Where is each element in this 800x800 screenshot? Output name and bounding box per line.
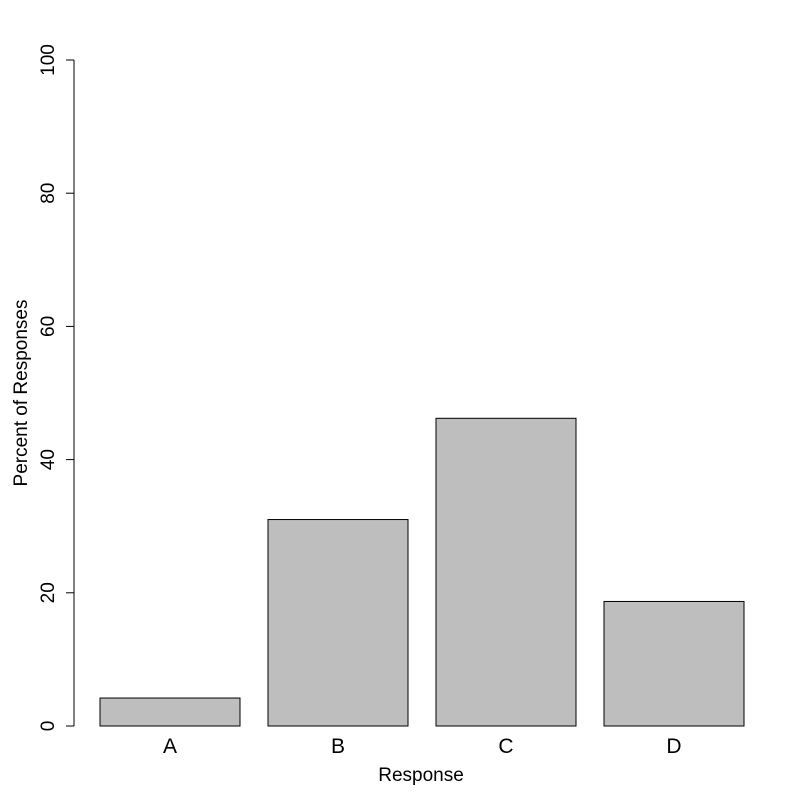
x-tick-label-B: B <box>331 735 345 758</box>
x-axis-title: Response <box>378 765 464 786</box>
y-tick-label-60: 60 <box>38 316 59 337</box>
y-tick-label-40: 40 <box>38 449 59 470</box>
y-tick-label-20: 20 <box>38 582 59 603</box>
x-tick-label-D: D <box>666 735 681 758</box>
y-tick-label-0: 0 <box>38 721 59 732</box>
x-axis-labels: A B C D <box>163 735 682 758</box>
y-tick-label-100: 100 <box>38 44 59 76</box>
x-tick-label-A: A <box>163 735 177 758</box>
y-tick-label-80: 80 <box>38 183 59 204</box>
y-axis-ticks: 0 20 40 60 80 100 <box>38 44 74 731</box>
bar-D <box>603 600 745 727</box>
bars-layer <box>99 417 745 727</box>
bar-B <box>267 519 409 727</box>
y-axis-title: Percent of Responses <box>11 300 32 487</box>
bar-A <box>99 697 241 727</box>
bar-C <box>435 417 577 727</box>
x-tick-label-C: C <box>498 735 513 758</box>
